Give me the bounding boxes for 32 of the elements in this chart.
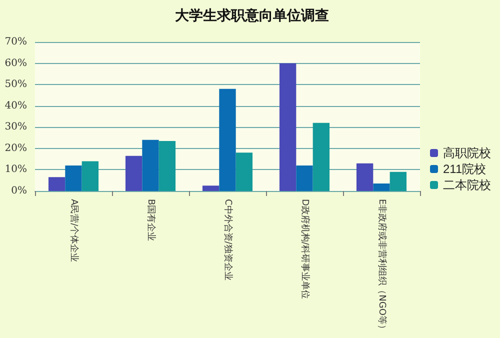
bar bbox=[65, 165, 82, 191]
bar bbox=[236, 152, 253, 191]
bar bbox=[219, 88, 236, 191]
legend-label: 211院校 bbox=[443, 162, 486, 176]
y-tick-label: 40% bbox=[4, 100, 27, 112]
y-tick-label: 70% bbox=[4, 36, 27, 48]
y-tick-label: 60% bbox=[4, 58, 27, 69]
bar bbox=[142, 140, 159, 191]
bar bbox=[158, 140, 176, 191]
legend-label: 二本院校 bbox=[443, 178, 491, 192]
x-tick-label: B国有企业 bbox=[146, 199, 156, 242]
bar bbox=[125, 156, 142, 191]
bar bbox=[390, 172, 407, 191]
bar bbox=[82, 161, 99, 191]
x-tick-label: C中外合资/独资企业 bbox=[222, 199, 234, 280]
bar bbox=[373, 184, 390, 191]
x-tick-label: A民营/个体企业 bbox=[68, 199, 80, 262]
bar bbox=[48, 177, 66, 191]
x-tick-label: D政府机构/科研事业单位 bbox=[300, 199, 310, 299]
y-tick-label: 0% bbox=[11, 186, 27, 196]
y-tick-label: 20% bbox=[4, 142, 27, 154]
bar bbox=[296, 165, 313, 191]
legend-label: 高职院校 bbox=[443, 146, 491, 160]
bar bbox=[356, 163, 374, 191]
y-tick-label: 10% bbox=[4, 164, 27, 176]
x-tick-label: E非政府或非营利组织（NGO等） bbox=[376, 199, 388, 334]
bar bbox=[202, 186, 220, 191]
bar bbox=[312, 122, 330, 191]
bar bbox=[279, 63, 296, 191]
y-tick-label: 30% bbox=[4, 122, 27, 133]
chart-title: 大学生求职意向单位调查 bbox=[175, 7, 329, 24]
y-tick-label: 50% bbox=[4, 79, 27, 90]
